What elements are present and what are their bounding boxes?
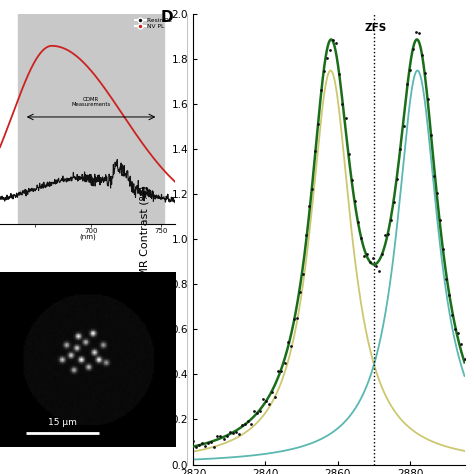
Text: ODMR
Measurements: ODMR Measurements [72, 97, 111, 108]
X-axis label: (nm): (nm) [79, 234, 96, 240]
Text: 15 μm: 15 μm [48, 418, 77, 427]
Text: ZFS: ZFS [365, 23, 387, 33]
Y-axis label: ODMR Contrast (%): ODMR Contrast (%) [139, 185, 150, 294]
Bar [18, 14, 164, 224]
Legend: Resin PL, NV PL: Resin PL, NV PL [134, 17, 172, 30]
Text: D: D [160, 10, 173, 25]
